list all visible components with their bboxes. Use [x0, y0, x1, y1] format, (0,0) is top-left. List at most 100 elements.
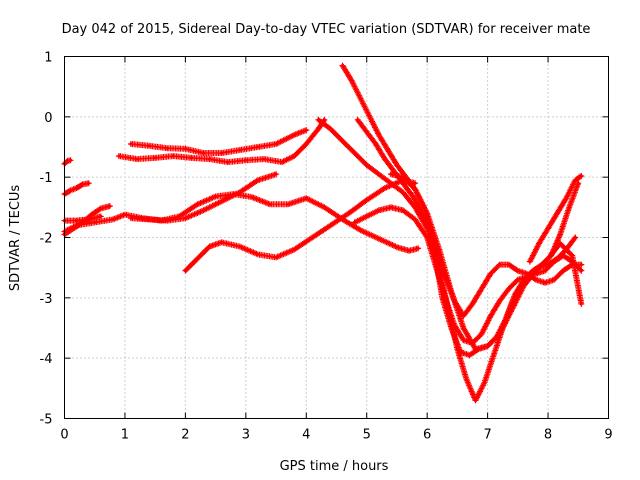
data-point: [322, 205, 327, 209]
x-tick-label: 1: [121, 428, 129, 443]
series-arc-1: [61, 157, 74, 167]
data-point: [413, 181, 417, 185]
data-series: [61, 62, 585, 404]
data-point: [443, 296, 447, 300]
data-point: [353, 151, 357, 155]
data-point: [365, 198, 369, 202]
data-point: [389, 172, 393, 176]
data-point: [452, 323, 456, 327]
data-point: [507, 287, 511, 291]
data-point: [516, 278, 520, 282]
series-arc-2: [61, 180, 92, 198]
data-point: [534, 278, 538, 282]
data-point: [537, 241, 541, 246]
data-point: [365, 214, 369, 218]
data-point: [479, 287, 484, 291]
data-point: [65, 159, 70, 163]
data-point: [392, 169, 396, 173]
data-point: [286, 202, 290, 206]
data-point: [244, 158, 248, 162]
data-point: [147, 144, 151, 148]
data-point: [201, 208, 206, 212]
data-point: [546, 257, 550, 261]
data-point: [365, 130, 369, 134]
data-point: [525, 275, 529, 279]
data-point: [220, 240, 224, 244]
data-point: [74, 219, 79, 223]
data-point: [328, 223, 333, 228]
data-point: [434, 247, 438, 252]
data-point: [365, 163, 369, 167]
data-point: [99, 214, 103, 218]
data-point: [340, 63, 345, 68]
axis-ticks: [64, 56, 609, 419]
data-point: [153, 156, 157, 160]
data-point: [507, 263, 511, 267]
data-point: [350, 79, 354, 83]
data-point: [486, 344, 490, 348]
data-point: [437, 247, 441, 252]
data-point: [401, 208, 405, 212]
data-point: [543, 281, 547, 285]
data-point: [274, 142, 278, 146]
data-point: [383, 157, 387, 161]
data-point: [123, 212, 127, 217]
y-axis-label: SDTVAR / TECUs: [8, 185, 23, 292]
series-arc-8: [128, 171, 280, 224]
x-tick-label: 4: [302, 428, 310, 443]
data-point: [489, 314, 493, 318]
data-point: [561, 269, 565, 273]
data-point: [90, 212, 94, 217]
data-point: [316, 127, 320, 131]
data-point: [68, 158, 73, 162]
data-point: [220, 199, 224, 203]
data-point: [534, 269, 538, 273]
data-point: [552, 260, 556, 264]
data-point: [510, 302, 514, 306]
data-point: [510, 308, 514, 312]
data-point: [377, 208, 381, 212]
data-point: [576, 181, 580, 185]
data-point: [147, 217, 151, 221]
data-point: [165, 146, 169, 150]
chart-title: Day 042 of 2015, Sidereal Day-to-day VTE…: [62, 22, 591, 37]
data-point: [274, 172, 278, 176]
data-point: [214, 194, 218, 199]
data-point: [492, 353, 496, 357]
data-point: [479, 332, 484, 336]
data-point: [570, 254, 574, 258]
data-point: [183, 216, 187, 220]
data-point: [117, 154, 121, 158]
data-point: [498, 263, 502, 267]
data-point: [374, 142, 378, 146]
x-tick-label: 0: [60, 428, 68, 443]
data-point: [268, 202, 272, 206]
data-point: [238, 190, 242, 194]
data-point: [346, 211, 351, 215]
x-tick-label: 5: [363, 428, 371, 443]
data-point: [498, 332, 502, 336]
data-point: [111, 217, 115, 221]
data-point: [567, 205, 571, 209]
data-point: [413, 217, 417, 221]
data-point: [383, 186, 387, 190]
data-point: [573, 178, 577, 182]
data-point: [99, 206, 103, 211]
data-point: [280, 160, 284, 164]
y-tick-label: 0: [44, 111, 52, 126]
x-tick-label: 6: [423, 428, 431, 443]
x-tick-labels: 0 1 2 3 4 5 6 7 8 9: [60, 428, 612, 443]
data-point: [183, 269, 187, 273]
data-point: [328, 127, 333, 131]
data-point: [353, 220, 357, 225]
data-point: [165, 219, 169, 223]
data-point: [464, 377, 469, 381]
data-point: [564, 196, 568, 200]
y-tick-label: -5: [40, 413, 53, 428]
series-markers: [128, 127, 310, 156]
series-markers: [182, 177, 419, 274]
x-axis-label: GPS time / hours: [280, 459, 389, 474]
data-point: [389, 205, 393, 209]
data-point: [129, 142, 133, 146]
